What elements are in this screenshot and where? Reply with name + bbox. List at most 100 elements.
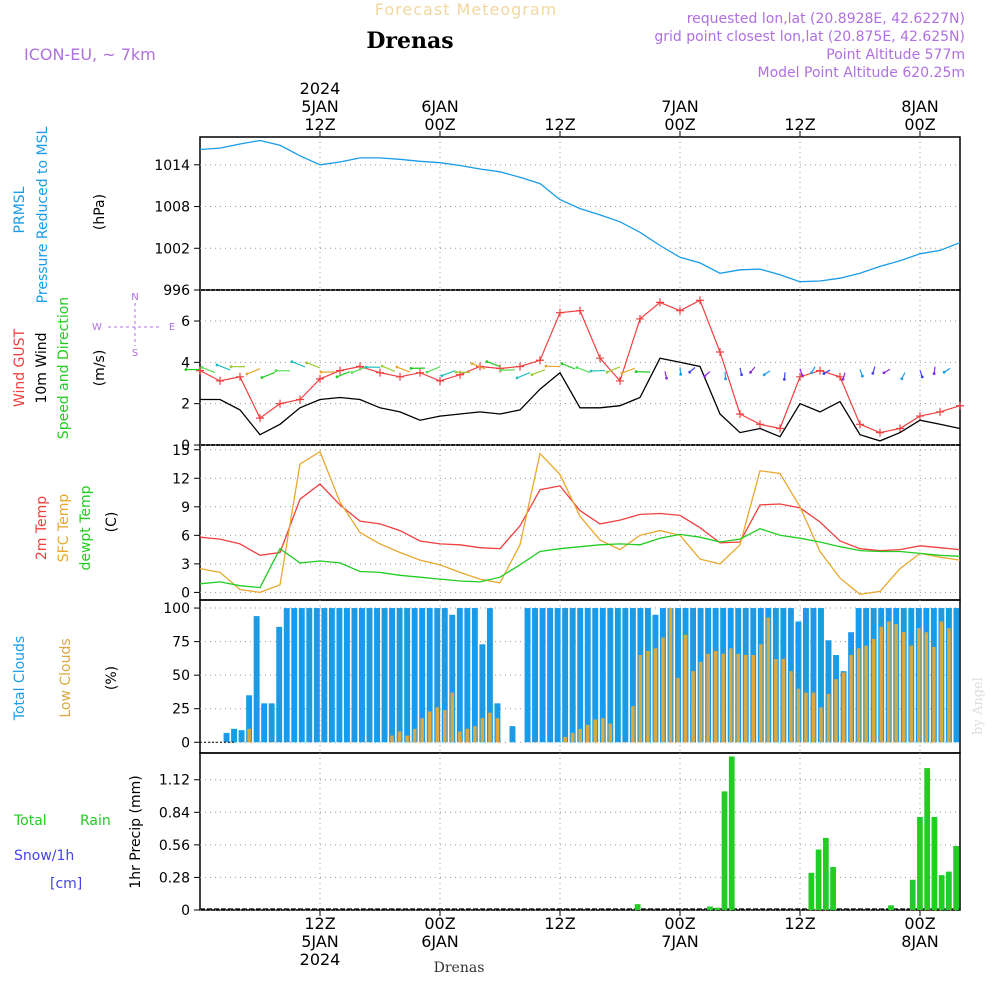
wind-direction-arrow xyxy=(471,363,486,370)
gust-point xyxy=(536,356,544,365)
rain-bar xyxy=(938,875,945,910)
wind-direction-arrow xyxy=(486,361,501,368)
wind-arrow-head xyxy=(395,365,399,369)
compass-e: E xyxy=(169,322,175,333)
rain-bar xyxy=(815,849,822,910)
total-cloud-bar xyxy=(276,626,283,743)
compass-w: W xyxy=(92,322,102,333)
low-cloud-bar xyxy=(819,707,823,743)
total-cloud-bar xyxy=(953,608,960,743)
total-cloud-bar xyxy=(389,608,396,743)
total-cloud-bar xyxy=(464,608,471,743)
wind-arrow-head xyxy=(589,369,593,373)
prmsl-label: PRMSL xyxy=(12,186,28,233)
wind-direction-arrow xyxy=(635,371,651,373)
total-cloud-bar xyxy=(592,608,599,743)
low-cloud-bar xyxy=(608,723,613,743)
low-cloud-bar xyxy=(826,693,831,743)
gust-point xyxy=(736,410,744,418)
snow-unit-label: [cm] xyxy=(50,876,82,892)
low-cloud-bar xyxy=(676,677,680,743)
low-cloud-bar xyxy=(736,653,740,743)
gust-point xyxy=(496,364,504,373)
low-cloud-bar xyxy=(774,659,778,743)
total-cloud-bar xyxy=(343,608,350,743)
gust-point xyxy=(796,372,804,381)
y-tick-label: 6 xyxy=(181,314,190,330)
wind-arrow-head xyxy=(740,373,743,377)
pressure-unit: (hPa) xyxy=(92,194,108,230)
wind-arrow-head xyxy=(215,363,219,367)
gust-point xyxy=(516,362,524,371)
wind-arrow-head xyxy=(942,370,946,374)
wind-direction-arrow xyxy=(426,366,441,373)
top-axis-label: 6JAN xyxy=(421,97,459,116)
wind-arrow-head xyxy=(575,366,579,369)
low-cloud-bar xyxy=(924,632,929,743)
low-cloud-bar xyxy=(789,671,793,743)
wind-direction-arrow xyxy=(336,370,351,378)
wind-arrow-head xyxy=(260,376,264,379)
wind-arrow-head xyxy=(932,372,936,376)
total-cloud-bar xyxy=(351,608,358,743)
wind-arrow-head xyxy=(749,370,752,374)
y-tick-label: 0.56 xyxy=(159,838,190,854)
low-cloud-bar xyxy=(465,728,470,743)
total-cloud-bar xyxy=(231,728,238,743)
total-cloud-bar xyxy=(577,608,584,743)
wind-arrow-head xyxy=(470,362,474,365)
sfc-temp-line xyxy=(199,450,961,595)
low-cloud-bar xyxy=(405,735,409,743)
total-cloud-bar xyxy=(479,644,486,743)
top-axis-label: 5JAN xyxy=(301,97,339,116)
gust-point xyxy=(596,354,604,363)
wind-arrow-head xyxy=(605,370,609,374)
gust-point xyxy=(636,314,644,323)
wind-arrow-head xyxy=(900,377,904,381)
wind-arrow-head xyxy=(800,373,804,377)
low-cloud-bar xyxy=(631,706,635,743)
gust-point xyxy=(216,376,224,385)
bottom-axis-label: 6JAN xyxy=(421,932,459,951)
y-tick-label: 50 xyxy=(172,668,190,684)
gust-point xyxy=(616,376,624,385)
y-tick-label: 0 xyxy=(181,735,190,751)
total-cloud-bar xyxy=(336,608,343,743)
panel-frame xyxy=(199,752,961,911)
compass-s: S xyxy=(132,348,138,359)
wind-arrow-head xyxy=(409,366,413,370)
low-cloud-bar xyxy=(668,608,673,743)
low-cloud-bar xyxy=(902,632,906,743)
wind-arrow-head xyxy=(810,371,813,375)
low-cloud-bar xyxy=(638,655,643,743)
total-cloud-bar xyxy=(298,608,305,743)
y-tick-label: 1014 xyxy=(154,158,190,174)
total-cloud-bar xyxy=(622,608,629,743)
wind-direction-arrow xyxy=(351,366,366,374)
low-cloud-bar xyxy=(932,646,936,743)
t2m-line xyxy=(199,483,961,556)
wind-gust-label: Wind GUST xyxy=(12,328,28,407)
precip-bars xyxy=(200,756,960,910)
low-cloud-bar xyxy=(781,659,786,743)
gust-point xyxy=(236,372,244,381)
rain-bar xyxy=(634,904,641,910)
gust-point xyxy=(676,306,684,315)
gust-point xyxy=(336,366,344,375)
wind-direction-arrow xyxy=(606,366,621,373)
y-tick-label: 12 xyxy=(172,471,190,487)
wind-arrow-head xyxy=(665,376,668,380)
total-cloud-bar xyxy=(291,608,298,743)
total-cloud-bar xyxy=(584,608,591,743)
wind-direction-arrow xyxy=(201,366,216,374)
total-cloud-bar xyxy=(246,695,253,743)
rain-label: Rain xyxy=(80,813,111,829)
y-tick-label: 75 xyxy=(172,635,190,651)
top-axis-label: 00Z xyxy=(424,115,455,134)
temp-unit: (C) xyxy=(104,512,120,533)
total-cloud-bar xyxy=(614,608,621,743)
gust-point xyxy=(876,428,884,437)
low-cloud-bar xyxy=(811,692,816,743)
snow-label: Snow/1h xyxy=(14,848,74,864)
rain-bar xyxy=(953,846,959,910)
